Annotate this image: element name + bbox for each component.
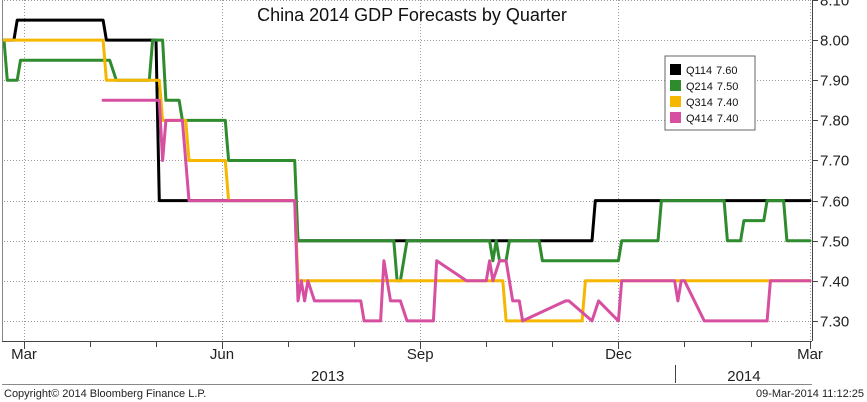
legend-swatch bbox=[670, 96, 681, 107]
y-tick-label: 7.30 bbox=[820, 314, 849, 331]
series-line-q314 bbox=[2, 38, 812, 323]
year-label: 2013 bbox=[311, 368, 344, 385]
y-tick-label: 8.00 bbox=[820, 33, 849, 50]
copyright-text: Copyright© 2014 Bloomberg Finance L.P. bbox=[4, 388, 206, 400]
y-tick-label: 7.80 bbox=[820, 113, 849, 130]
x-axis-ticks: Mar Jun Sep Dec Mar 2013 2014 bbox=[11, 341, 823, 385]
timestamp-text: 09-Mar-2014 11:12:25 bbox=[756, 388, 864, 400]
legend-label: Q114 7.60 bbox=[686, 65, 738, 77]
year-label: 2014 bbox=[727, 368, 760, 385]
legend: Q114 7.60 Q214 7.50 Q314 7.40 Q414 7.40 bbox=[664, 55, 756, 131]
legend-label: Q314 7.40 bbox=[686, 97, 738, 109]
y-tick-label: 7.40 bbox=[820, 274, 849, 291]
y-tick-label: 7.50 bbox=[820, 234, 849, 251]
x-tick-label: Dec bbox=[605, 346, 632, 363]
x-tick-label: Sep bbox=[407, 346, 434, 363]
y-axis-ticks: 7.30 7.40 7.50 7.60 7.70 7.80 7.90 8.00 8.10 bbox=[812, 0, 849, 331]
legend-swatch bbox=[670, 64, 681, 75]
legend-swatch bbox=[670, 80, 681, 91]
y-tick-label: 7.60 bbox=[820, 194, 849, 211]
series-line-q214 bbox=[2, 38, 812, 283]
chart-title: China 2014 GDP Forecasts by Quarter bbox=[257, 5, 567, 25]
legend-label: Q214 7.50 bbox=[686, 81, 738, 93]
x-tick-label: Jun bbox=[210, 346, 234, 363]
y-tick-label: 8.10 bbox=[820, 0, 849, 10]
legend-label: Q414 7.40 bbox=[686, 113, 738, 125]
x-tick-label: Mar bbox=[11, 346, 37, 363]
series-line-q414 bbox=[101, 98, 812, 323]
y-tick-label: 7.70 bbox=[820, 153, 849, 170]
series-lines bbox=[2, 18, 812, 323]
axes bbox=[2, 0, 813, 385]
x-tick-label: Mar bbox=[797, 346, 823, 363]
y-tick-label: 7.90 bbox=[820, 73, 849, 90]
legend-swatch bbox=[670, 112, 681, 123]
